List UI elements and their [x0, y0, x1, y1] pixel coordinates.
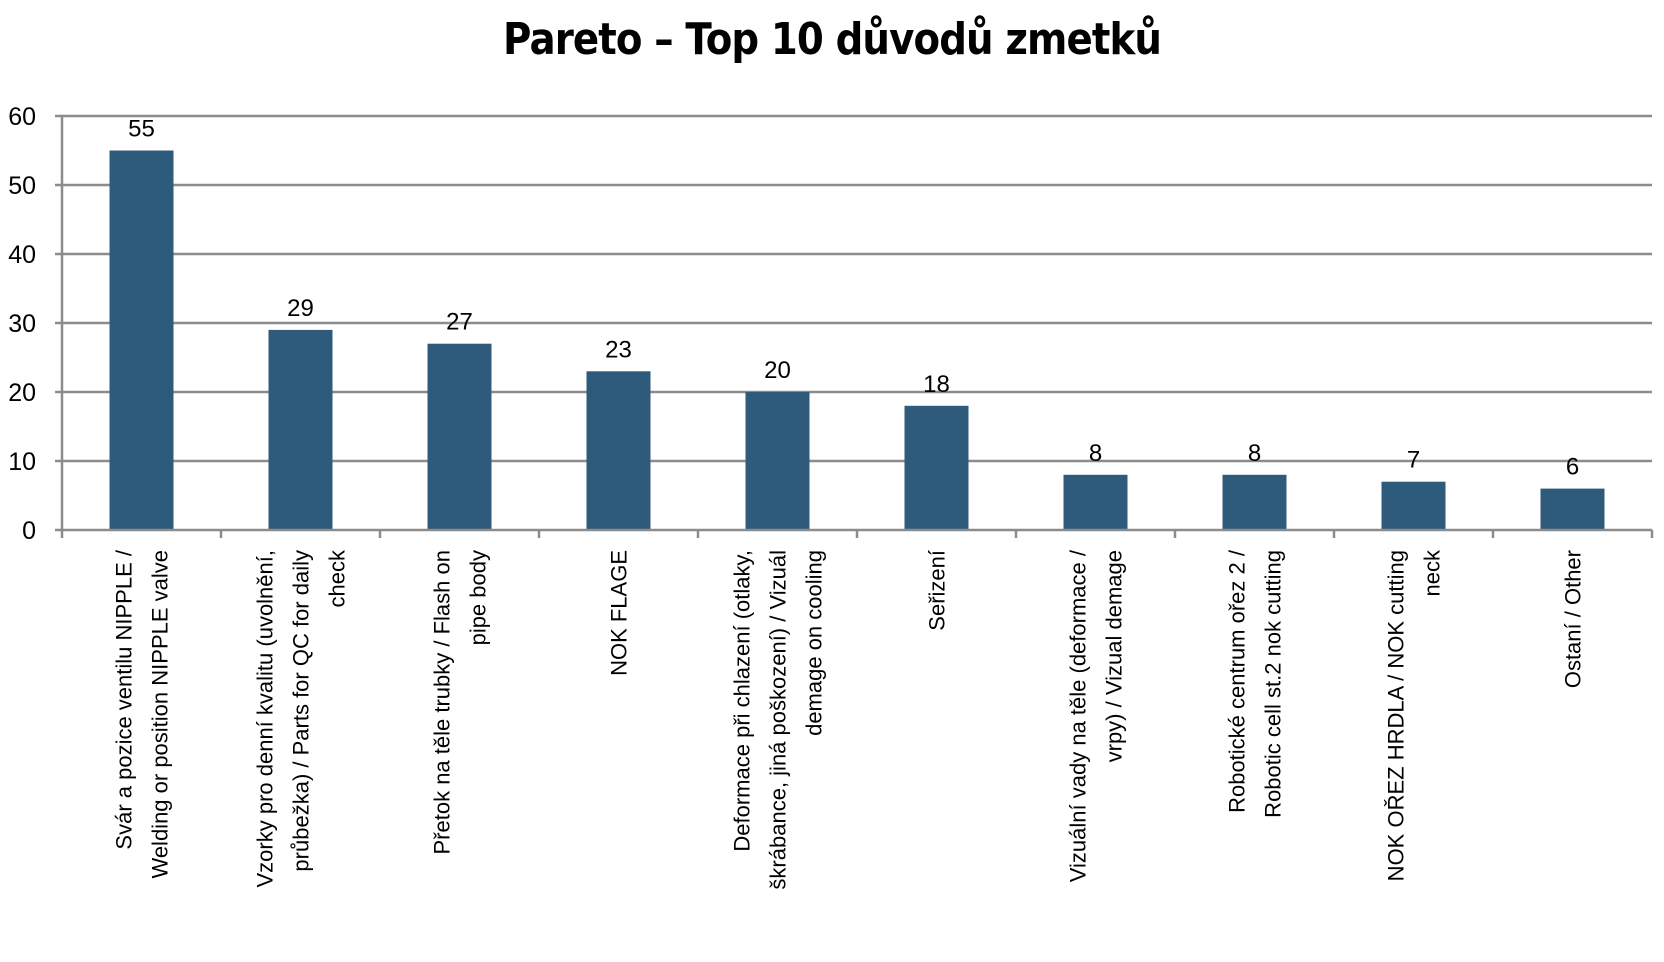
category-label-2: Vzorky pro denní kvalitu (uvolnění, průbe…	[253, 549, 350, 888]
category-label-1: Svár a pozice ventilu NIPPLE / Welding or…	[112, 549, 173, 878]
y-tick-label-10: 10	[8, 448, 36, 476]
category-label-5-line-1: Deformace při chlazení (otlaky,	[730, 550, 755, 852]
category-label-2-line-1: Vzorky pro denní kvalitu (uvolnění,	[253, 550, 278, 888]
data-label-6: 18	[923, 371, 950, 398]
category-label-5-line-2: škrábance, jiná poškození) / Vizuál	[766, 550, 791, 890]
data-label-1: 55	[128, 116, 155, 143]
bar-7	[1063, 474, 1128, 530]
bar-3	[427, 343, 492, 530]
category-label-7: Vizuální vady na těle (deformace / vrpy) …	[1066, 549, 1127, 882]
y-tick-label-60: 60	[8, 103, 36, 131]
category-label-3-line-1: Přetok na těle trubky / Flash on	[430, 550, 455, 855]
category-label-9-line-2: neck	[1420, 549, 1445, 596]
bar-1	[109, 150, 174, 530]
data-label-10: 6	[1566, 454, 1579, 481]
data-label-4: 23	[605, 336, 632, 363]
y-tick-label-30: 30	[8, 310, 36, 338]
category-label-2-line-2: průbežka) / Parts for QC for daily	[289, 550, 314, 872]
category-label-7-line-2: vrpy) / Vizual demage	[1102, 550, 1127, 762]
category-label-6-line-1: Seřizení	[925, 550, 950, 631]
category-label-1-line-1: Svár a pozice ventilu NIPPLE /	[112, 549, 137, 849]
category-label-6: Seřizení	[925, 550, 950, 631]
category-label-9: NOK OŘEZ HRDLA / NOK cutting neck	[1384, 549, 1445, 881]
data-label-9: 7	[1407, 447, 1420, 474]
category-label-8: Robotické centrum ořez 2 / Robotic cell s…	[1225, 549, 1286, 818]
data-label-5: 20	[764, 357, 791, 384]
category-label-5-line-3: demage on cooling	[802, 550, 827, 736]
data-label-8: 8	[1248, 440, 1261, 467]
bar-9	[1381, 481, 1446, 530]
y-tick-label-50: 50	[8, 172, 36, 200]
bar-6	[904, 405, 969, 530]
bar-2	[268, 329, 333, 530]
y-tick-label-40: 40	[8, 241, 36, 269]
data-label-2: 29	[287, 295, 314, 322]
category-label-9-line-1: NOK OŘEZ HRDLA / NOK cutting	[1384, 550, 1409, 881]
category-label-8-line-1: Robotické centrum ořez 2 /	[1225, 549, 1250, 813]
bars	[109, 150, 1605, 530]
category-label-8-line-2: Robotic cell st.2 nok cutting	[1261, 550, 1286, 818]
data-label-3: 27	[446, 309, 473, 336]
category-label-3-line-2: pipe body	[466, 550, 491, 645]
category-label-3: Přetok na těle trubky / Flash on pipe bod…	[430, 550, 491, 855]
chart-title: Pareto – Top 10 důvodů zmetků	[502, 14, 1162, 65]
bar-8	[1222, 474, 1287, 530]
category-label-7-line-1: Vizuální vady na těle (deformace /	[1066, 549, 1091, 882]
y-tick-label-20: 20	[8, 379, 36, 407]
y-tick-label-0: 0	[22, 517, 36, 545]
category-label-4-line-1: NOK FLAGE	[607, 550, 632, 676]
category-labels: Svár a pozice ventilu NIPPLE / Welding or…	[112, 549, 1586, 890]
bar-10	[1540, 488, 1605, 530]
bar-5	[745, 392, 810, 530]
category-label-10: Ostaní / Other	[1561, 550, 1586, 688]
data-label-7: 8	[1089, 440, 1102, 467]
data-labels: 55 29 27 23 20 18 8 8 7 6	[128, 116, 1579, 481]
category-label-2-line-3: check	[325, 549, 350, 607]
category-label-4: NOK FLAGE	[607, 550, 632, 676]
bar-4	[586, 371, 651, 530]
axes: 0 10 20 30 40 50 60	[8, 103, 1654, 545]
category-label-1-line-2: Welding or position NIPPLE valve	[148, 550, 173, 879]
category-label-5: Deformace při chlazení (otlaky, škrábance…	[730, 550, 827, 890]
category-label-10-line-1: Ostaní / Other	[1561, 550, 1586, 688]
